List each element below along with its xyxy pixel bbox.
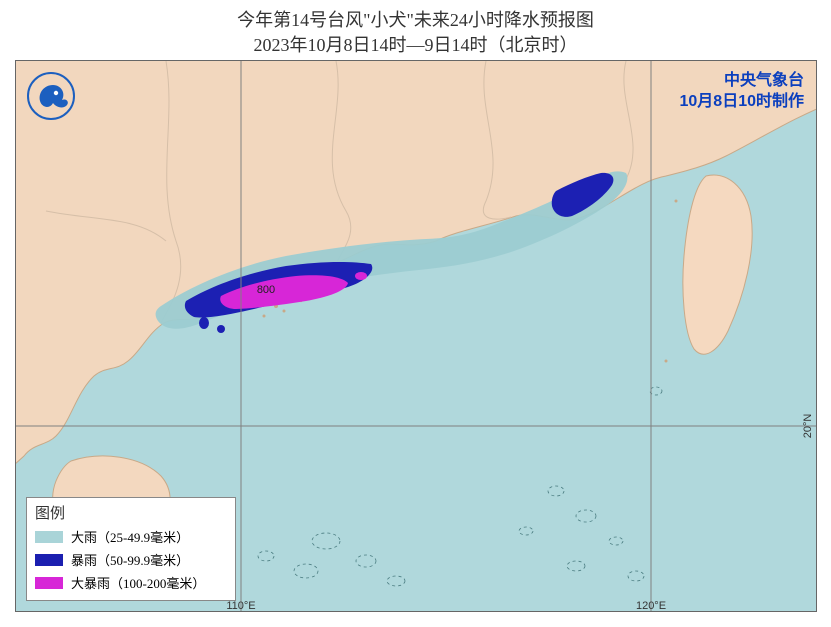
lat-20n: 20°N (802, 414, 814, 439)
credit-block: 中央气象台 10月8日10时制作 (680, 71, 805, 113)
title-line-1: 今年第14号台风"小犬"未来24小时降水预报图 (237, 10, 594, 30)
legend-swatch-1 (35, 554, 63, 566)
precip-heavy-rainstorm-spot (355, 272, 367, 280)
lon-110e: 110°E (226, 600, 255, 611)
legend-box: 图例 大雨（25-49.9毫米） 暴雨（50-99.9毫米） 大暴雨（100-2… (26, 497, 236, 601)
credit-line-1: 中央气象台 (724, 72, 804, 89)
legend-label-2: 大暴雨（100-200毫米） (71, 573, 205, 592)
root: 今年第14号台风"小犬"未来24小时降水预报图 2023年10月8日14时—9日… (0, 0, 831, 627)
legend-row-1: 暴雨（50-99.9毫米） (35, 550, 227, 569)
precip-label: 800 (257, 284, 275, 296)
legend-row-0: 大雨（25-49.9毫米） (35, 527, 227, 546)
precip-rainstorm-blob2 (217, 325, 225, 333)
credit-line-2: 10月8日10时制作 (680, 93, 805, 110)
legend-title: 图例 (35, 502, 227, 523)
cma-logo (26, 71, 76, 121)
legend-label-1: 暴雨（50-99.9毫米） (71, 550, 189, 569)
title-line-2: 2023年10月8日14时—9日14时（北京时） (254, 35, 578, 55)
legend-label-0: 大雨（25-49.9毫米） (71, 527, 189, 546)
map-frame: 800 110°E 120°E 20°N 中央气象台 (15, 60, 817, 612)
legend-row-2: 大暴雨（100-200毫米） (35, 573, 227, 592)
page-title: 今年第14号台风"小犬"未来24小时降水预报图 2023年10月8日14时—9日… (0, 8, 831, 58)
legend-swatch-0 (35, 531, 63, 543)
lon-120e: 120°E (636, 600, 666, 611)
precip-rainstorm-blob1 (199, 317, 209, 329)
legend-swatch-2 (35, 577, 63, 589)
